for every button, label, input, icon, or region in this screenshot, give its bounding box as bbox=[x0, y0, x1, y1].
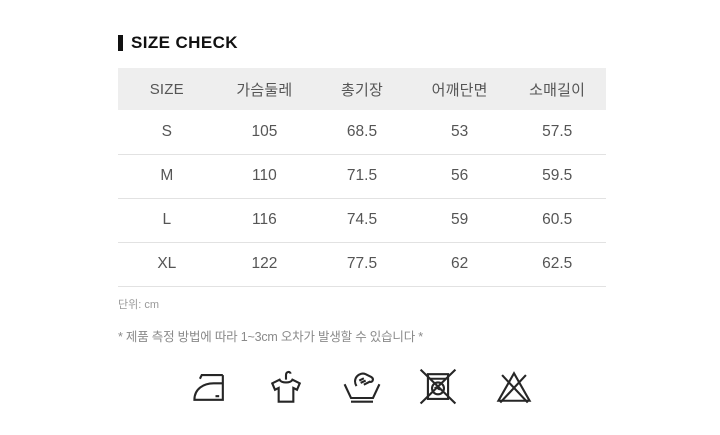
do-not-machine-wash-icon bbox=[416, 365, 460, 409]
value-cell: 122 bbox=[251, 255, 278, 272]
value-cell: 59.5 bbox=[542, 167, 573, 184]
value-cell: 60.5 bbox=[542, 211, 573, 228]
value-cell: 56 bbox=[450, 167, 469, 184]
value-cell: 62 bbox=[450, 255, 469, 272]
size-cell: S bbox=[161, 122, 172, 140]
section-title: SIZE CHECK bbox=[118, 33, 606, 53]
value-cell: 68.5 bbox=[346, 122, 378, 140]
table-row-l: L 116 74.5 59 60.5 bbox=[118, 198, 606, 242]
value-cell: 77.5 bbox=[346, 255, 378, 272]
shirt-hang-dry-icon bbox=[264, 365, 308, 409]
size-cell: XL bbox=[157, 255, 177, 272]
page-title: SIZE CHECK bbox=[131, 33, 238, 52]
care-icons-row bbox=[118, 365, 606, 409]
column-header-shoulder: 어깨단면 bbox=[431, 81, 488, 99]
column-header-length: 총기장 bbox=[340, 81, 383, 99]
column-header-sleeve: 소매길이 bbox=[529, 81, 586, 99]
title-accent-bar bbox=[118, 35, 123, 51]
table-row-m: M 110 71.5 56 59.5 bbox=[118, 154, 606, 198]
table-row-s: S 105 68.5 53 57.5 bbox=[118, 110, 606, 154]
value-cell: 53 bbox=[450, 122, 469, 140]
unit-label: 단위: cm bbox=[118, 298, 160, 311]
do-not-bleach-icon bbox=[492, 365, 536, 409]
size-table-header-row: SIZE 가슴둘레 총기장 어깨단면 소매길이 bbox=[118, 68, 606, 110]
content-area: SIZE CHECK SIZE 가슴둘레 총기장 어깨단면 소매길이 S 105… bbox=[118, 33, 606, 409]
measurement-note: * 제품 측정 방법에 따라 1~3cm 오차가 발생할 수 있습니다 * bbox=[118, 329, 423, 344]
value-cell: 59 bbox=[450, 211, 469, 228]
value-cell: 62.5 bbox=[542, 255, 573, 272]
size-table: SIZE 가슴둘레 총기장 어깨단면 소매길이 S 105 68.5 53 57… bbox=[118, 68, 606, 287]
size-cell: L bbox=[162, 211, 172, 228]
value-cell: 116 bbox=[252, 211, 277, 228]
table-row-xl: XL 122 77.5 62 62.5 bbox=[118, 242, 606, 286]
column-header-size: SIZE bbox=[149, 80, 184, 98]
value-cell: 110 bbox=[252, 167, 277, 184]
value-cell: 105 bbox=[251, 122, 278, 140]
hand-wash-icon bbox=[340, 365, 384, 409]
value-cell: 71.5 bbox=[346, 167, 378, 184]
size-cell: M bbox=[160, 167, 174, 184]
iron-icon bbox=[188, 365, 232, 409]
column-header-chest: 가슴둘레 bbox=[236, 81, 293, 99]
value-cell: 57.5 bbox=[542, 122, 573, 140]
value-cell: 74.5 bbox=[346, 211, 378, 228]
